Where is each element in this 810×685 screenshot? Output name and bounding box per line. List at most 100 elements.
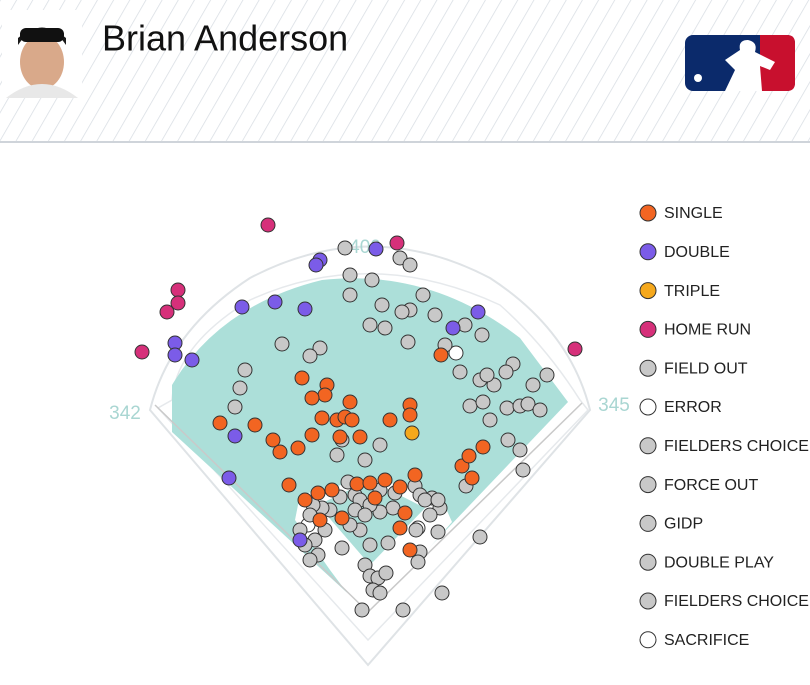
player-name: Brian Anderson xyxy=(102,18,348,59)
hit-point xyxy=(515,462,531,478)
hit-point xyxy=(304,427,320,443)
legend-label: FIELDERS CHOICE xyxy=(664,593,809,610)
hit-point xyxy=(475,394,491,410)
hit-point xyxy=(512,442,528,458)
hit-point xyxy=(567,341,583,357)
hit-point xyxy=(475,439,491,455)
hit-point xyxy=(400,334,416,350)
hit-point xyxy=(352,429,368,445)
hit-point xyxy=(380,535,396,551)
hit-point xyxy=(448,345,464,361)
hit-point xyxy=(452,364,468,380)
hit-point xyxy=(334,510,350,526)
hit-point xyxy=(539,367,555,383)
hit-point xyxy=(292,532,308,548)
mlb-logo xyxy=(685,35,795,91)
hit-point xyxy=(317,387,333,403)
hit-point xyxy=(402,257,418,273)
hit-point xyxy=(304,390,320,406)
legend-marker xyxy=(639,320,657,338)
distance-label: 345 xyxy=(598,395,630,416)
hit-point xyxy=(221,470,237,486)
hit-point xyxy=(378,565,394,581)
hit-point xyxy=(389,235,405,251)
legend-marker xyxy=(639,398,657,416)
hit-point xyxy=(430,492,446,508)
hit-point xyxy=(308,257,324,273)
hit-point xyxy=(234,299,250,315)
hit-point xyxy=(349,476,365,492)
legend-label: DOUBLE PLAY xyxy=(664,554,774,571)
distance-label: 342 xyxy=(109,403,141,424)
hit-point xyxy=(342,267,358,283)
legend-marker xyxy=(639,282,657,300)
hit-point xyxy=(367,490,383,506)
hit-point xyxy=(274,336,290,352)
hit-point xyxy=(377,320,393,336)
hit-point xyxy=(170,282,186,298)
hit-point xyxy=(167,347,183,363)
legend-marker xyxy=(639,476,657,494)
hit-point xyxy=(382,412,398,428)
hit-point xyxy=(265,432,281,448)
legend-label: DOUBLE xyxy=(664,244,730,261)
hit-point xyxy=(362,537,378,553)
hit-point xyxy=(314,410,330,426)
hit-point xyxy=(227,399,243,415)
hit-point xyxy=(362,475,378,491)
hit-point xyxy=(422,507,438,523)
hit-point xyxy=(312,512,328,528)
hit-point xyxy=(329,447,345,463)
hit-point xyxy=(482,412,498,428)
legend-marker xyxy=(639,592,657,610)
hit-point xyxy=(415,287,431,303)
hit-point xyxy=(294,370,310,386)
legend-label: HOME RUN xyxy=(664,322,751,339)
hit-point xyxy=(470,304,486,320)
hit-point xyxy=(407,467,423,483)
hit-point xyxy=(500,432,516,448)
hit-point xyxy=(357,452,373,468)
hit-point xyxy=(395,602,411,618)
hit-point xyxy=(397,505,413,521)
hit-point xyxy=(312,340,328,356)
hit-point xyxy=(324,482,340,498)
hit-point xyxy=(297,492,313,508)
hit-point xyxy=(227,428,243,444)
legend-label: FIELDERS CHOICE xyxy=(664,438,809,455)
legend-marker xyxy=(639,359,657,377)
hit-point xyxy=(392,479,408,495)
hit-point xyxy=(159,304,175,320)
hit-point xyxy=(302,348,318,364)
hit-point xyxy=(374,297,390,313)
hit-point xyxy=(247,417,263,433)
hit-point xyxy=(377,472,393,488)
hit-point xyxy=(267,294,283,310)
legend-marker xyxy=(639,553,657,571)
hit-point xyxy=(297,301,313,317)
hit-point xyxy=(344,412,360,428)
hit-point xyxy=(417,492,433,508)
hit-point xyxy=(364,272,380,288)
hit-point xyxy=(337,240,353,256)
hit-point xyxy=(472,529,488,545)
hit-point xyxy=(232,380,248,396)
hit-point xyxy=(281,477,297,493)
hit-point xyxy=(462,398,478,414)
hit-point xyxy=(433,347,449,363)
legend-marker xyxy=(639,437,657,455)
player-avatar xyxy=(2,10,82,98)
hit-point xyxy=(404,425,420,441)
hit-point xyxy=(170,295,186,311)
hit-point xyxy=(474,327,490,343)
hit-point xyxy=(332,429,348,445)
hit-point xyxy=(445,320,461,336)
hit-point xyxy=(520,396,536,412)
hit-point xyxy=(434,585,450,601)
hit-point xyxy=(372,437,388,453)
hit-point xyxy=(408,522,424,538)
legend-marker xyxy=(639,204,657,222)
hit-point xyxy=(402,407,418,423)
hit-point xyxy=(498,364,514,380)
hit-point xyxy=(394,304,410,320)
